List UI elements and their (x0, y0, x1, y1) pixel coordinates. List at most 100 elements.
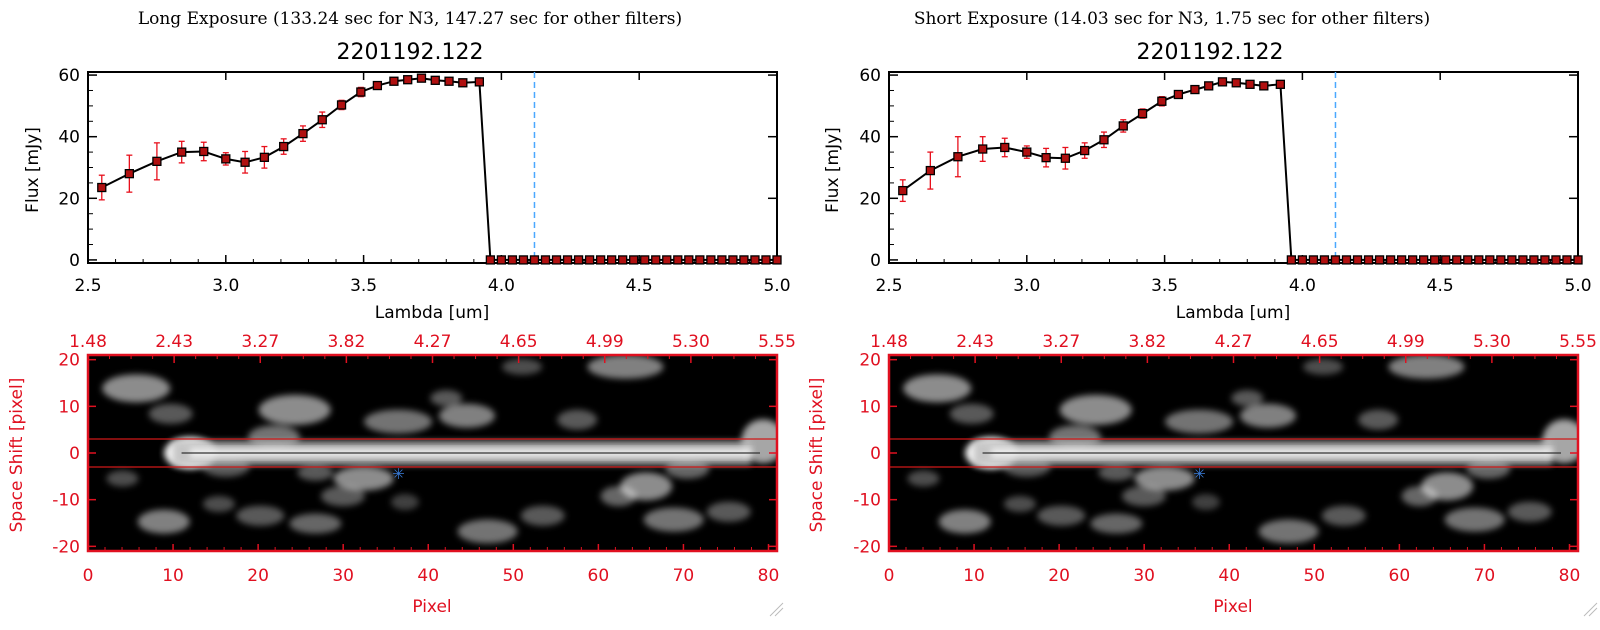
image-y-tick-label: 20 (859, 351, 881, 371)
y-tick-label: 20 (58, 189, 80, 209)
spectrum-title: 2201192.122 (1137, 40, 1284, 65)
flux-point (356, 87, 366, 97)
image-x-tick-label: 70 (673, 566, 695, 586)
zero-point (1518, 255, 1528, 265)
image-blob (1037, 505, 1086, 526)
zero-point (573, 255, 584, 265)
flux-point (1259, 81, 1269, 91)
image-blob (643, 507, 704, 532)
image-top-tick-label: 1.48 (870, 332, 908, 352)
flux-point (1022, 147, 1032, 157)
x-tick-label: 3.5 (1151, 276, 1178, 296)
zero-point (540, 255, 551, 265)
flux-point (1000, 142, 1010, 153)
zero-point (1407, 255, 1418, 265)
image-x-tick-label: 80 (758, 566, 780, 586)
zero-point (1286, 255, 1297, 265)
image-top-tick-label: 5.55 (758, 332, 796, 352)
x-tick-label: 4.0 (488, 276, 515, 296)
image-blob (587, 355, 664, 379)
image-x-tick-label: 0 (884, 566, 895, 586)
flux-point (1157, 96, 1167, 106)
resize-grip-left[interactable] (769, 602, 784, 617)
image-y-tick-label: 0 (69, 444, 80, 464)
zero-point (1529, 255, 1539, 265)
image-blob (333, 466, 394, 491)
flux-point (978, 144, 988, 154)
flux-point (444, 76, 454, 86)
flux-point (898, 185, 908, 196)
image-x-tick-label: 80 (1559, 566, 1581, 586)
zero-point (1430, 255, 1440, 265)
image-x-label: Pixel (1213, 597, 1252, 617)
image-blob (1401, 486, 1438, 507)
exposure-label: Long Exposure (133.24 sec for N3, 147.27… (138, 9, 682, 29)
zero-point (1441, 255, 1451, 265)
image-x-tick-label: 30 (1133, 566, 1155, 586)
image-blob (457, 519, 518, 544)
image-blob (1507, 501, 1552, 522)
image-x-tick-label: 70 (1474, 566, 1496, 586)
image-blob (1134, 466, 1195, 491)
image-top-tick-label: 2.43 (956, 332, 994, 352)
zero-point (1419, 255, 1429, 265)
spectral-trace (965, 437, 1561, 469)
image-top-tick-label: 3.82 (327, 332, 365, 352)
zero-point (1352, 255, 1363, 265)
image-y-tick-label: -20 (853, 537, 881, 557)
y-tick-label: 60 (58, 66, 80, 86)
zero-point (1385, 255, 1396, 265)
image-y-tick-label: 20 (58, 351, 80, 371)
image-x-tick-label: 40 (417, 566, 439, 586)
flux-series-line (902, 80, 1578, 261)
image-blob (1303, 358, 1344, 375)
zero-point (1330, 255, 1341, 265)
flux-point (458, 78, 468, 88)
image-blob (1358, 409, 1399, 430)
flux-point (298, 128, 308, 139)
spectral-image: ✳ 0 10 20 30 40 50 60 70 80 20 10 0 -10 -20 1.48 2.43… (807, 332, 1597, 617)
zero-point (750, 255, 760, 265)
image-x-tick-label: 20 (1048, 566, 1070, 586)
image-top-tick-label: 4.99 (1387, 332, 1425, 352)
image-blob (907, 470, 940, 487)
zero-point (1396, 255, 1407, 265)
image-x-ticks: 0 10 20 30 40 50 60 70 80 (83, 544, 780, 586)
image-x-tick-label: 0 (83, 566, 94, 586)
flux-point (97, 182, 107, 193)
image-top-tick-label: 5.30 (1473, 332, 1511, 352)
image-blob (1231, 390, 1264, 407)
image-x-tick-label: 10 (162, 566, 184, 586)
flux-markers (97, 73, 782, 265)
image-blob (1444, 507, 1505, 532)
zero-point (684, 255, 694, 265)
x-tick-label: 2.5 (875, 276, 902, 296)
spectrum-frame (87, 71, 778, 264)
image-blob (1191, 494, 1220, 510)
image-blob (258, 394, 331, 425)
image-blob (236, 505, 285, 526)
source-position-marker: ✳ (392, 465, 405, 483)
zero-point (695, 255, 705, 265)
spectrum-plot: 2.5 3.0 3.5 4.0 4.5 5.0 0 20 40 60 Lambda [um] F… (823, 66, 1592, 323)
spectrum-y-label: Flux [mJy] (23, 127, 43, 213)
flux-point (1173, 89, 1184, 100)
zero-point (717, 255, 727, 265)
zero-point (1562, 255, 1572, 265)
zero-point (1363, 255, 1374, 265)
zero-point (1474, 255, 1484, 265)
image-x-ticks: 0 10 20 30 40 50 60 70 80 (884, 544, 1581, 586)
image-blob (1388, 355, 1465, 379)
image-blob (1121, 486, 1166, 507)
image-x-tick-label: 50 (502, 566, 524, 586)
resize-grip-right[interactable] (1583, 602, 1598, 617)
flux-point (124, 169, 134, 179)
source-position-marker: ✳ (1193, 465, 1206, 483)
zero-point (629, 255, 639, 265)
flux-point (279, 141, 289, 152)
y-tick-label: 40 (859, 128, 881, 148)
flux-point (259, 152, 270, 162)
image-blob (1098, 464, 1135, 481)
image-blob (430, 390, 463, 407)
image-x-tick-label: 60 (1389, 566, 1411, 586)
